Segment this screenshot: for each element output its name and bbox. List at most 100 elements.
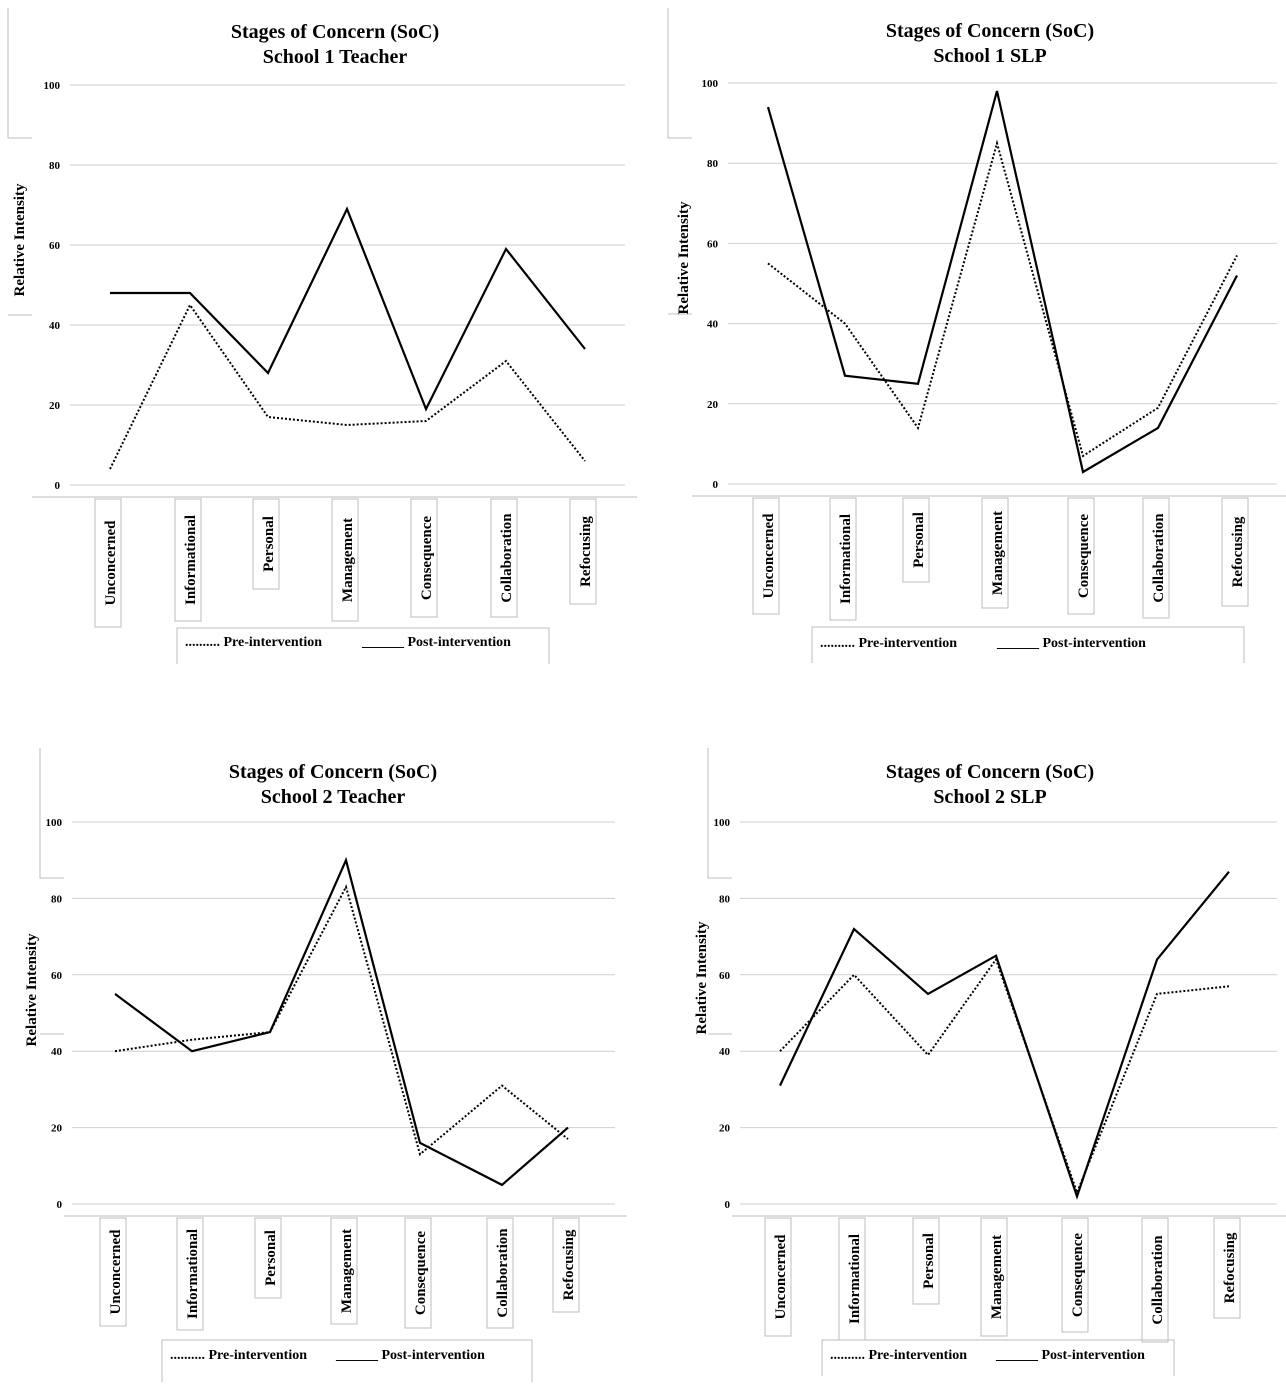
legend: .......... Pre-intervention ______ Post-i… (811, 626, 1245, 663)
x-tick-label-collaboration: Collaboration (1151, 513, 1167, 603)
x-tick-box-collaboration (1141, 1217, 1169, 1343)
x-tick-box-personal (912, 1217, 940, 1305)
chart-subtitle: School 1 Teacher (263, 46, 408, 68)
x-tick-box-management (981, 497, 1009, 609)
x-tick-box-refocusing (569, 498, 597, 605)
series-line-post-intervention (114, 856, 569, 1187)
series-line-pre-intervention (109, 303, 586, 470)
x-tick-label-refocusing: Refocusing (578, 516, 594, 587)
y-tick-label-40: 40 (51, 1046, 63, 1058)
x-tick-box-consequence (1061, 1217, 1089, 1333)
legend: .......... Pre-intervention ______ Post-i… (161, 1339, 533, 1382)
chart-title: Stages of Concern (SoC) (229, 761, 437, 783)
x-tick-label-unconcerned: Unconcerned (103, 520, 119, 606)
y-tick-label-0: 0 (725, 1199, 731, 1211)
legend-item-post-intervention: ______ Post-intervention (996, 636, 1146, 651)
y-tick-label-0: 0 (713, 479, 719, 491)
y-tick-label-60: 60 (719, 970, 731, 982)
series-line-post-intervention (766, 90, 1238, 474)
series-line-pre-intervention (779, 957, 1230, 1196)
x-tick-label-management: Management (340, 518, 356, 602)
x-tick-label-personal: Personal (911, 512, 927, 568)
x-tick-box-unconcerned (752, 497, 780, 615)
legend-item-post-intervention: ______ Post-intervention (995, 1348, 1145, 1363)
x-tick-label-consequence: Consequence (1070, 1233, 1086, 1318)
x-tick-box-collaboration (486, 1217, 514, 1329)
x-tick-box-consequence (404, 1217, 432, 1329)
x-tick-label-unconcerned: Unconcerned (108, 1229, 124, 1315)
y-tick-label-40: 40 (719, 1046, 731, 1058)
chart-subtitle: School 1 SLP (933, 45, 1046, 67)
legend-item-pre-intervention: .......... Pre-intervention (185, 635, 322, 650)
x-tick-box-personal (902, 497, 930, 583)
y-tick-label-60: 60 (51, 970, 63, 982)
x-tick-label-informational: Informational (183, 515, 199, 605)
series-line-post-intervention (779, 871, 1230, 1200)
y-tick-label-100: 100 (714, 817, 731, 829)
y-tick-label-100: 100 (46, 817, 63, 829)
x-tick-label-personal: Personal (261, 516, 277, 572)
chart-title: Stages of Concern (SoC) (886, 20, 1094, 42)
x-tick-label-refocusing: Refocusing (1222, 1232, 1238, 1303)
y-tick-label-40: 40 (49, 320, 61, 332)
y-tick-label-80: 80 (51, 893, 63, 905)
y-tick-label-60: 60 (707, 238, 719, 250)
x-tick-label-collaboration: Collaboration (495, 1228, 511, 1318)
y-tick-label-20: 20 (719, 1123, 731, 1135)
frame-bracket-top (39, 748, 64, 879)
x-tick-box-consequence (410, 498, 438, 618)
legend-item-pre-intervention: .......... Pre-intervention (820, 636, 957, 651)
legend: .......... Pre-intervention ______ Post-i… (176, 627, 550, 664)
x-tick-label-consequence: Consequence (1076, 514, 1092, 599)
frame-bracket-top (7, 8, 32, 139)
chart-panel-3: 0 20 40 60 80 100 Stages of Concern (SoC) Schoo… (24, 748, 627, 1382)
x-tick-label-informational: Informational (847, 1234, 863, 1324)
series-line-post-intervention (110, 206, 586, 412)
y-axis-label: Relative Intensity (12, 183, 28, 296)
x-tick-box-informational (829, 497, 857, 621)
x-tick-label-refocusing: Refocusing (561, 1229, 577, 1300)
y-tick-label-80: 80 (719, 893, 731, 905)
y-axis-label: Relative Intensity (694, 921, 710, 1034)
x-tick-label-informational: Informational (838, 514, 854, 604)
chart-title: Stages of Concern (SoC) (886, 761, 1094, 783)
chart-panel-1: 0 20 40 60 80 100 Stages of Concern (SoC) Schoo… (7, 8, 637, 664)
x-tick-label-collaboration: Collaboration (499, 513, 515, 603)
x-tick-label-personal: Personal (263, 1230, 279, 1286)
y-tick-label-80: 80 (49, 160, 61, 172)
legend-frame (176, 627, 550, 664)
x-tick-label-management: Management (989, 1235, 1005, 1319)
x-tick-box-informational (174, 498, 202, 622)
y-tick-label-20: 20 (49, 400, 61, 412)
y-tick-label-100: 100 (702, 78, 719, 90)
frame-bracket-top (707, 748, 732, 879)
y-tick-label-20: 20 (707, 399, 719, 411)
y-tick-label-0: 0 (57, 1199, 63, 1211)
x-tick-box-unconcerned (99, 1217, 127, 1327)
y-tick-label-80: 80 (707, 158, 719, 170)
x-tick-box-management (331, 498, 359, 622)
chart-panel-2: 0 20 40 60 80 100 Stages of Concern (SoC) Schoo… (667, 8, 1286, 663)
y-tick-label-100: 100 (44, 80, 61, 92)
x-tick-box-refocusing (1213, 1217, 1241, 1319)
legend: .......... Pre-intervention ______ Post-i… (821, 1339, 1175, 1376)
x-tick-label-personal: Personal (921, 1233, 937, 1289)
x-tick-label-collaboration: Collaboration (1150, 1235, 1166, 1325)
x-tick-label-informational: Informational (185, 1229, 201, 1319)
chart-subtitle: School 2 Teacher (261, 786, 406, 808)
x-tick-box-collaboration (490, 498, 518, 618)
x-tick-box-collaboration (1142, 497, 1170, 619)
x-tick-label-management: Management (339, 1229, 355, 1313)
x-tick-label-unconcerned: Unconcerned (761, 513, 777, 599)
legend-item-post-intervention: ______ Post-intervention (361, 635, 511, 650)
x-tick-label-unconcerned: Unconcerned (773, 1234, 789, 1320)
legend-item-pre-intervention: .......... Pre-intervention (170, 1348, 307, 1363)
x-tick-box-refocusing (1221, 497, 1249, 607)
y-tick-label-60: 60 (49, 240, 61, 252)
y-axis-label: Relative Intensity (24, 933, 40, 1046)
legend-frame (821, 1339, 1175, 1376)
legend-item-pre-intervention: .......... Pre-intervention (830, 1348, 967, 1363)
x-tick-box-refocusing (552, 1217, 580, 1313)
x-tick-box-personal (252, 498, 280, 590)
